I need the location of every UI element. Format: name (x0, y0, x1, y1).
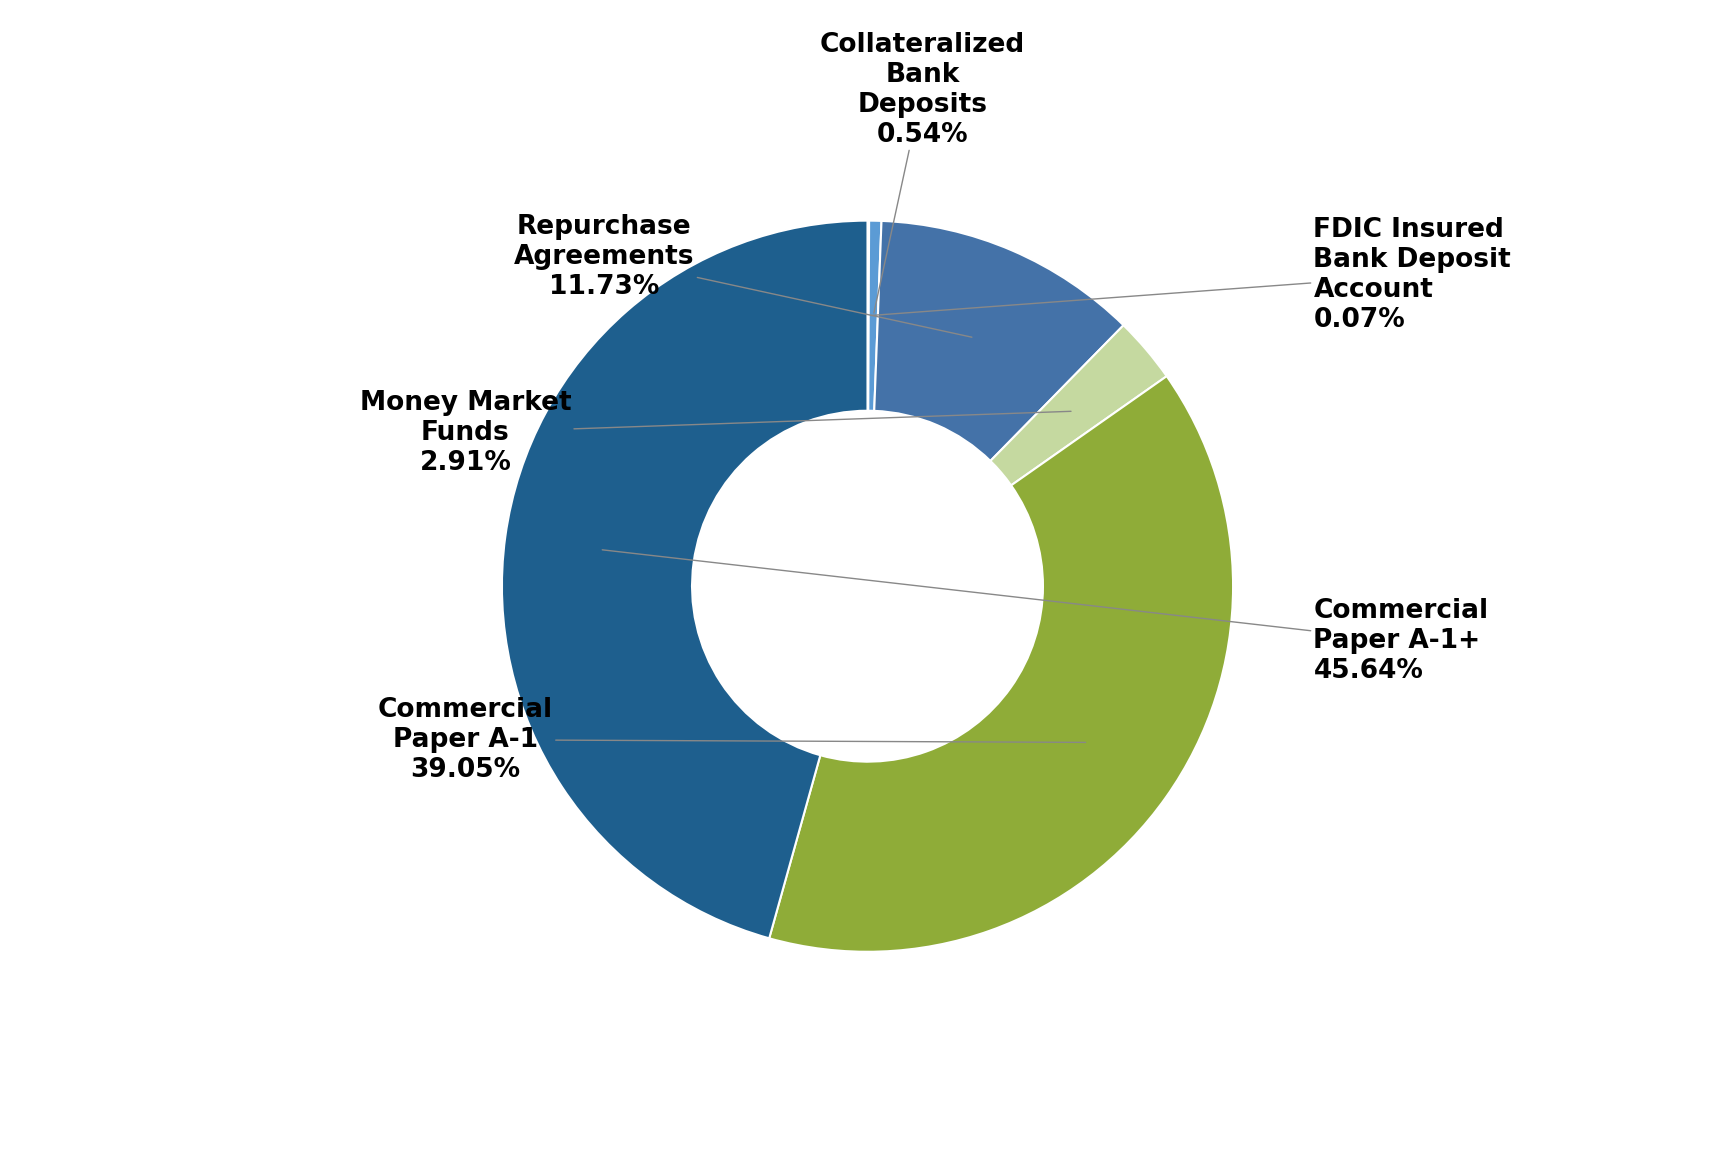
Wedge shape (868, 221, 881, 411)
Text: FDIC Insured
Bank Deposit
Account
0.07%: FDIC Insured Bank Deposit Account 0.07% (871, 218, 1511, 333)
Wedge shape (501, 221, 868, 938)
Text: Collateralized
Bank
Deposits
0.54%: Collateralized Bank Deposits 0.54% (819, 31, 1025, 314)
Wedge shape (874, 221, 1124, 460)
Wedge shape (991, 325, 1166, 486)
Text: Money Market
Funds
2.91%: Money Market Funds 2.91% (359, 390, 1070, 476)
Text: Repurchase
Agreements
11.73%: Repurchase Agreements 11.73% (514, 214, 972, 337)
Wedge shape (769, 376, 1234, 952)
Text: Commercial
Paper A-1
39.05%: Commercial Paper A-1 39.05% (378, 697, 1086, 783)
Text: Commercial
Paper A-1+
45.64%: Commercial Paper A-1+ 45.64% (602, 550, 1489, 684)
